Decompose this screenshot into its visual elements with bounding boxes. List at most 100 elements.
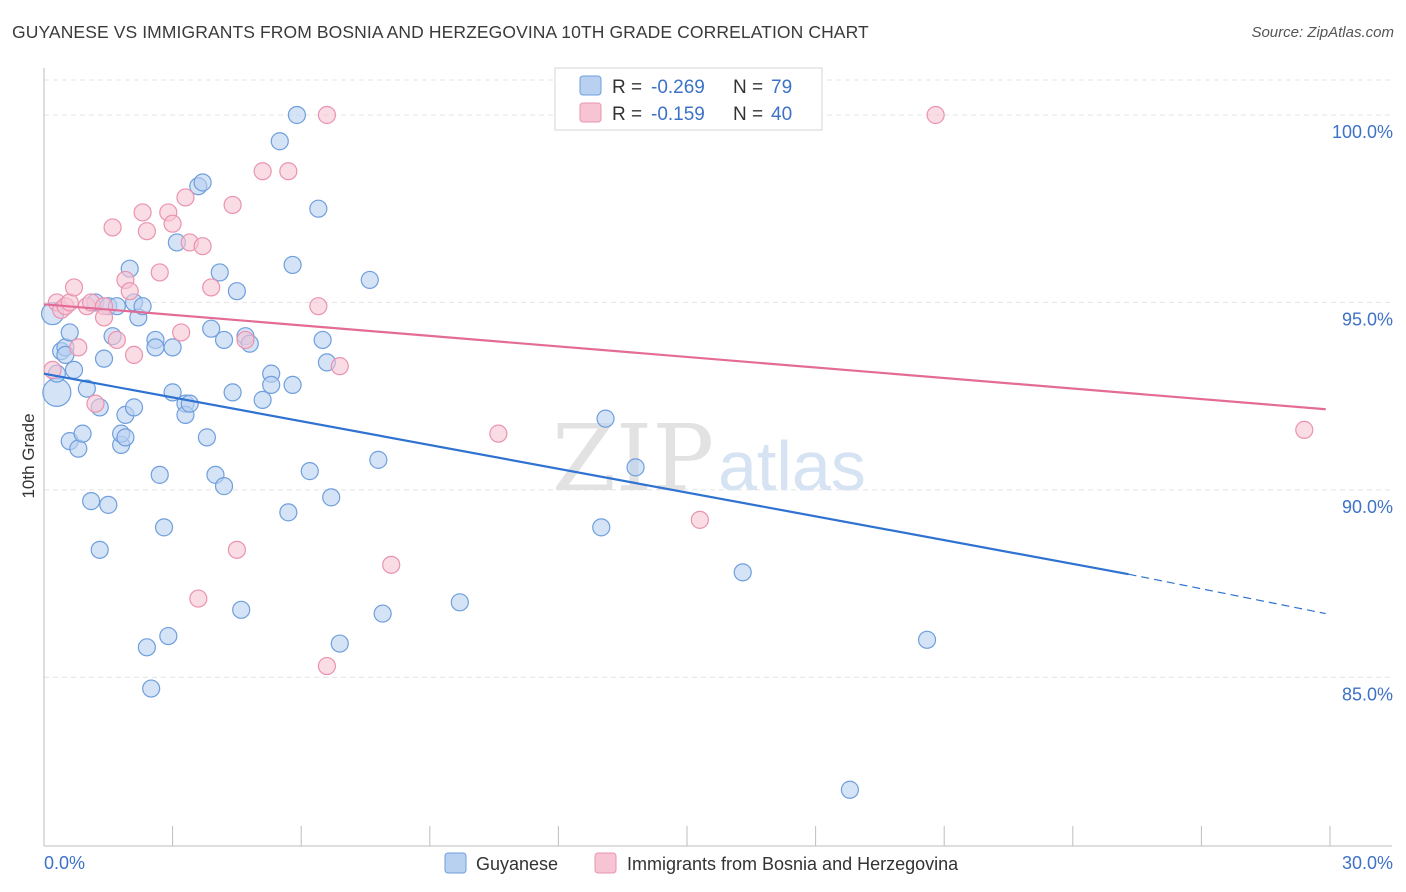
bosnia-trend-line — [43, 303, 1326, 411]
guyanese-point — [270, 132, 289, 151]
guyanese-point — [142, 679, 161, 698]
guyanese-point — [450, 593, 469, 612]
bosnia-point — [382, 555, 401, 574]
bosnia-point — [60, 293, 79, 312]
legend-r-label-1: R = — [612, 77, 642, 98]
guyanese-point — [77, 379, 96, 398]
bosnia-point — [253, 162, 272, 181]
bosnia-point — [309, 297, 328, 316]
bosnia-point — [64, 278, 84, 297]
bosnia-point — [317, 656, 337, 676]
guyanese-point — [287, 105, 307, 125]
guyanese-point — [163, 338, 182, 357]
guyanese-point — [300, 462, 319, 481]
grid-lines — [44, 79, 1392, 678]
legend-swatch-guyanese — [579, 75, 602, 96]
legend-r-value-2: -0.159 — [651, 104, 705, 125]
data-points — [40, 105, 1314, 799]
bosnia-point — [236, 330, 255, 350]
guyanese-point — [917, 630, 937, 649]
bosnia-point — [107, 330, 126, 350]
bosnia-point — [86, 394, 105, 413]
watermark-zip: ZIP — [552, 405, 714, 512]
watermark-atlas: atlas — [718, 427, 866, 505]
chart-source: Source: ZipAtlas.com — [1251, 24, 1394, 41]
guyanese-point — [146, 338, 165, 357]
bosnia-point — [150, 263, 169, 282]
bosnia-point — [172, 323, 191, 342]
guyanese-point — [64, 360, 84, 380]
guyanese-point — [253, 390, 272, 409]
guyanese-point — [373, 604, 392, 623]
guyanese-point — [202, 319, 221, 338]
guyanese-point — [82, 492, 101, 511]
bosnia-point — [227, 540, 246, 559]
guyanese-point — [60, 323, 79, 342]
legend-n-label-1: N = — [733, 77, 763, 98]
bottom-legend-swatch-bosnia — [594, 852, 617, 874]
guyanese-point — [360, 270, 379, 290]
legend-r-label-2: R = — [612, 104, 642, 125]
guyanese-point — [626, 458, 645, 477]
guyanese-point — [330, 634, 349, 653]
bosnia-point — [489, 424, 508, 443]
y-tick-label: 85.0% — [1342, 684, 1393, 704]
guyanese-point — [596, 409, 615, 428]
bosnia-point — [193, 237, 212, 256]
chart-title: GUYANESE VS IMMIGRANTS FROM BOSNIA AND H… — [12, 22, 869, 42]
x-tick-label-min: 0.0% — [44, 853, 85, 873]
guyanese-point — [262, 375, 281, 394]
bottom-legend: Guyanese Immigrants from Bosnia and Herz… — [444, 852, 959, 874]
bosnia-point — [137, 222, 156, 241]
guyanese-point — [193, 173, 212, 192]
bosnia-point — [317, 105, 337, 125]
guyanese-point — [133, 297, 152, 316]
axes — [43, 68, 1392, 847]
guyanese-point — [210, 263, 229, 282]
x-tick-label-max: 30.0% — [1342, 853, 1393, 873]
guyanese-point — [180, 394, 199, 413]
guyanese-point — [232, 600, 251, 619]
guyanese-point — [154, 518, 174, 537]
guyanese-point — [322, 488, 341, 507]
legend-swatch-bosnia — [579, 102, 602, 123]
bosnia-point — [189, 589, 208, 608]
bosnia-point — [120, 282, 139, 301]
guyanese-trend-line — [43, 372, 1129, 576]
guyanese-point — [150, 465, 169, 484]
guyanese-point — [94, 349, 114, 368]
guyanese-trend-extension — [1128, 573, 1326, 615]
bosnia-point — [1295, 420, 1314, 439]
guyanese-point — [159, 626, 178, 646]
guyanese-point — [733, 563, 752, 582]
guyanese-point — [124, 398, 144, 417]
guyanese-point — [99, 495, 118, 514]
guyanese-point — [369, 450, 388, 469]
legend-n-value-2: 40 — [771, 104, 792, 125]
bosnia-point — [926, 105, 945, 125]
guyanese-point — [137, 638, 156, 657]
guyanese-point — [197, 428, 216, 447]
guyanese-point — [283, 375, 302, 394]
guyanese-point — [116, 428, 135, 447]
bosnia-point — [69, 338, 88, 357]
bosnia-point — [330, 357, 349, 376]
bosnia-point — [163, 214, 182, 233]
bosnia-point — [94, 308, 114, 327]
guyanese-point — [90, 540, 109, 559]
bosnia-point — [690, 510, 709, 529]
guyanese-point — [840, 780, 859, 799]
guyanese-point — [223, 383, 242, 402]
y-axis-label: 10th Grade — [19, 413, 38, 498]
legend: R = -0.269 N = 79 R = -0.159 N = 40 — [554, 67, 823, 131]
guyanese-point — [227, 282, 246, 301]
guyanese-point — [279, 503, 298, 522]
bosnia-point — [176, 188, 195, 207]
bosnia-point — [124, 345, 144, 365]
legend-r-value-1: -0.269 — [651, 77, 705, 98]
guyanese-point — [283, 255, 302, 275]
bottom-legend-swatch-guyanese — [444, 852, 467, 874]
legend-n-value-1: 79 — [771, 77, 792, 98]
y-tick-label: 100.0% — [1332, 122, 1393, 142]
